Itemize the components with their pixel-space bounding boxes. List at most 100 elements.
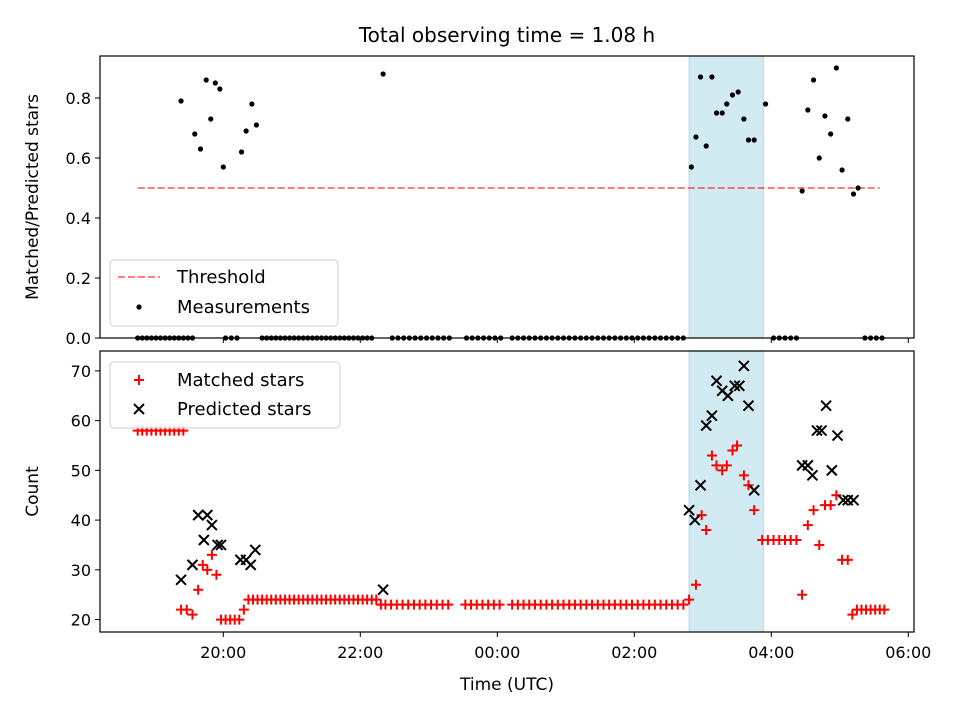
measurement-point bbox=[693, 134, 699, 140]
x-tick-label: 22:00 bbox=[337, 643, 383, 662]
measurement-point bbox=[839, 167, 845, 173]
measurement-point bbox=[713, 110, 720, 116]
matched-point bbox=[701, 525, 712, 536]
matched-point bbox=[711, 460, 722, 471]
matched-point bbox=[847, 609, 858, 620]
matched-point bbox=[371, 594, 382, 605]
matched-point bbox=[749, 505, 760, 516]
predicted-point bbox=[706, 409, 718, 422]
predicted-point bbox=[175, 574, 187, 586]
predicted-point bbox=[826, 464, 838, 477]
matched-point bbox=[727, 445, 738, 456]
predicted-point bbox=[733, 380, 746, 392]
predicted-point bbox=[738, 360, 750, 372]
measurement-point bbox=[380, 71, 386, 77]
measurement-point bbox=[217, 86, 223, 92]
measurement-point bbox=[745, 137, 752, 143]
legend-label-measurements: Measurements bbox=[177, 297, 310, 318]
measurement-point bbox=[203, 77, 209, 83]
measurement-point bbox=[751, 137, 757, 143]
measurement-point bbox=[719, 110, 725, 116]
measurement-point bbox=[197, 146, 204, 152]
measurement-point bbox=[238, 149, 245, 155]
predicted-point bbox=[729, 380, 741, 392]
matched-point bbox=[791, 534, 802, 545]
matched-point bbox=[181, 604, 192, 615]
measurement-point bbox=[845, 116, 851, 122]
predicted-point bbox=[811, 424, 823, 437]
matched-point bbox=[206, 549, 217, 560]
matched-point bbox=[494, 599, 505, 610]
measurement-point bbox=[799, 188, 805, 194]
legend-label-threshold: Threshold bbox=[176, 267, 266, 288]
legend-label-matched: Matched stars bbox=[177, 370, 304, 391]
legend-box bbox=[109, 259, 339, 327]
y-tick-label: 40 bbox=[71, 511, 91, 530]
measurement-point bbox=[253, 122, 260, 128]
matched-point bbox=[684, 594, 695, 605]
matched-point bbox=[717, 465, 728, 476]
predicted-point bbox=[244, 559, 257, 571]
measurement-point bbox=[178, 98, 184, 104]
bottom-axes-frame bbox=[99, 350, 915, 633]
predicted-point bbox=[211, 539, 224, 551]
measurement-point bbox=[212, 80, 218, 86]
measurement-point bbox=[855, 185, 861, 191]
legend-label-predicted: Predicted stars bbox=[177, 399, 311, 420]
y-tick-label: 20 bbox=[71, 611, 91, 630]
measurement-point bbox=[709, 74, 715, 80]
predicted-point bbox=[722, 390, 734, 402]
x-tick-label: 06:00 bbox=[885, 643, 931, 662]
predicted-point bbox=[215, 539, 227, 551]
predicted-point bbox=[201, 509, 214, 521]
predicted-point bbox=[694, 479, 707, 491]
measurement-point bbox=[822, 113, 828, 119]
measurement-point bbox=[208, 116, 214, 122]
x-axis-label: Time (UTC) bbox=[459, 675, 554, 695]
top-y-axis-label: Matched/Predicted stars bbox=[23, 94, 43, 300]
predicted-point bbox=[689, 514, 701, 526]
predicted-point bbox=[198, 534, 210, 546]
measurement-point bbox=[810, 77, 817, 83]
predicted-point bbox=[377, 584, 389, 596]
bottom-legend: Matched stars Predicted stars bbox=[109, 361, 341, 429]
matched-point bbox=[187, 609, 198, 620]
measurement-point bbox=[850, 191, 857, 197]
matched-point bbox=[879, 604, 890, 615]
y-tick-label: 0.6 bbox=[66, 149, 91, 168]
y-tick-label: 30 bbox=[71, 561, 91, 580]
predicted-point bbox=[815, 424, 828, 437]
matched-point bbox=[831, 490, 842, 501]
y-tick-label: 70 bbox=[71, 362, 91, 381]
matched-point bbox=[738, 470, 749, 481]
predicted-point bbox=[700, 419, 712, 432]
measurement-point bbox=[816, 155, 822, 161]
legend-matched-swatch bbox=[134, 375, 144, 385]
predicted-point bbox=[837, 494, 849, 506]
figure-title: Total observing time = 1.08 h bbox=[358, 23, 655, 47]
measurement-point bbox=[703, 143, 709, 149]
measurement-point bbox=[828, 131, 834, 137]
matched-point bbox=[721, 460, 732, 471]
y-tick-label: 0.0 bbox=[66, 329, 91, 348]
measurement-point bbox=[735, 89, 741, 95]
x-tick-label: 20:00 bbox=[200, 643, 246, 662]
legend-measurement-swatch bbox=[136, 304, 142, 310]
matched-point bbox=[202, 564, 213, 575]
predicted-point bbox=[186, 559, 199, 571]
y-tick-label: 0.2 bbox=[66, 269, 91, 288]
predicted-point bbox=[742, 400, 755, 412]
measurement-point bbox=[243, 128, 249, 134]
matched-point bbox=[443, 599, 454, 610]
predicted-point bbox=[710, 375, 723, 387]
measurement-point bbox=[249, 101, 255, 107]
measurement-point bbox=[729, 92, 736, 98]
x-tick-label: 04:00 bbox=[748, 643, 794, 662]
matched-point bbox=[696, 510, 707, 521]
legend-predicted-swatch bbox=[133, 403, 145, 415]
matched-point bbox=[678, 599, 689, 610]
measurement-point bbox=[833, 65, 839, 71]
predicted-point bbox=[192, 509, 204, 521]
y-tick-label: 50 bbox=[71, 461, 91, 480]
